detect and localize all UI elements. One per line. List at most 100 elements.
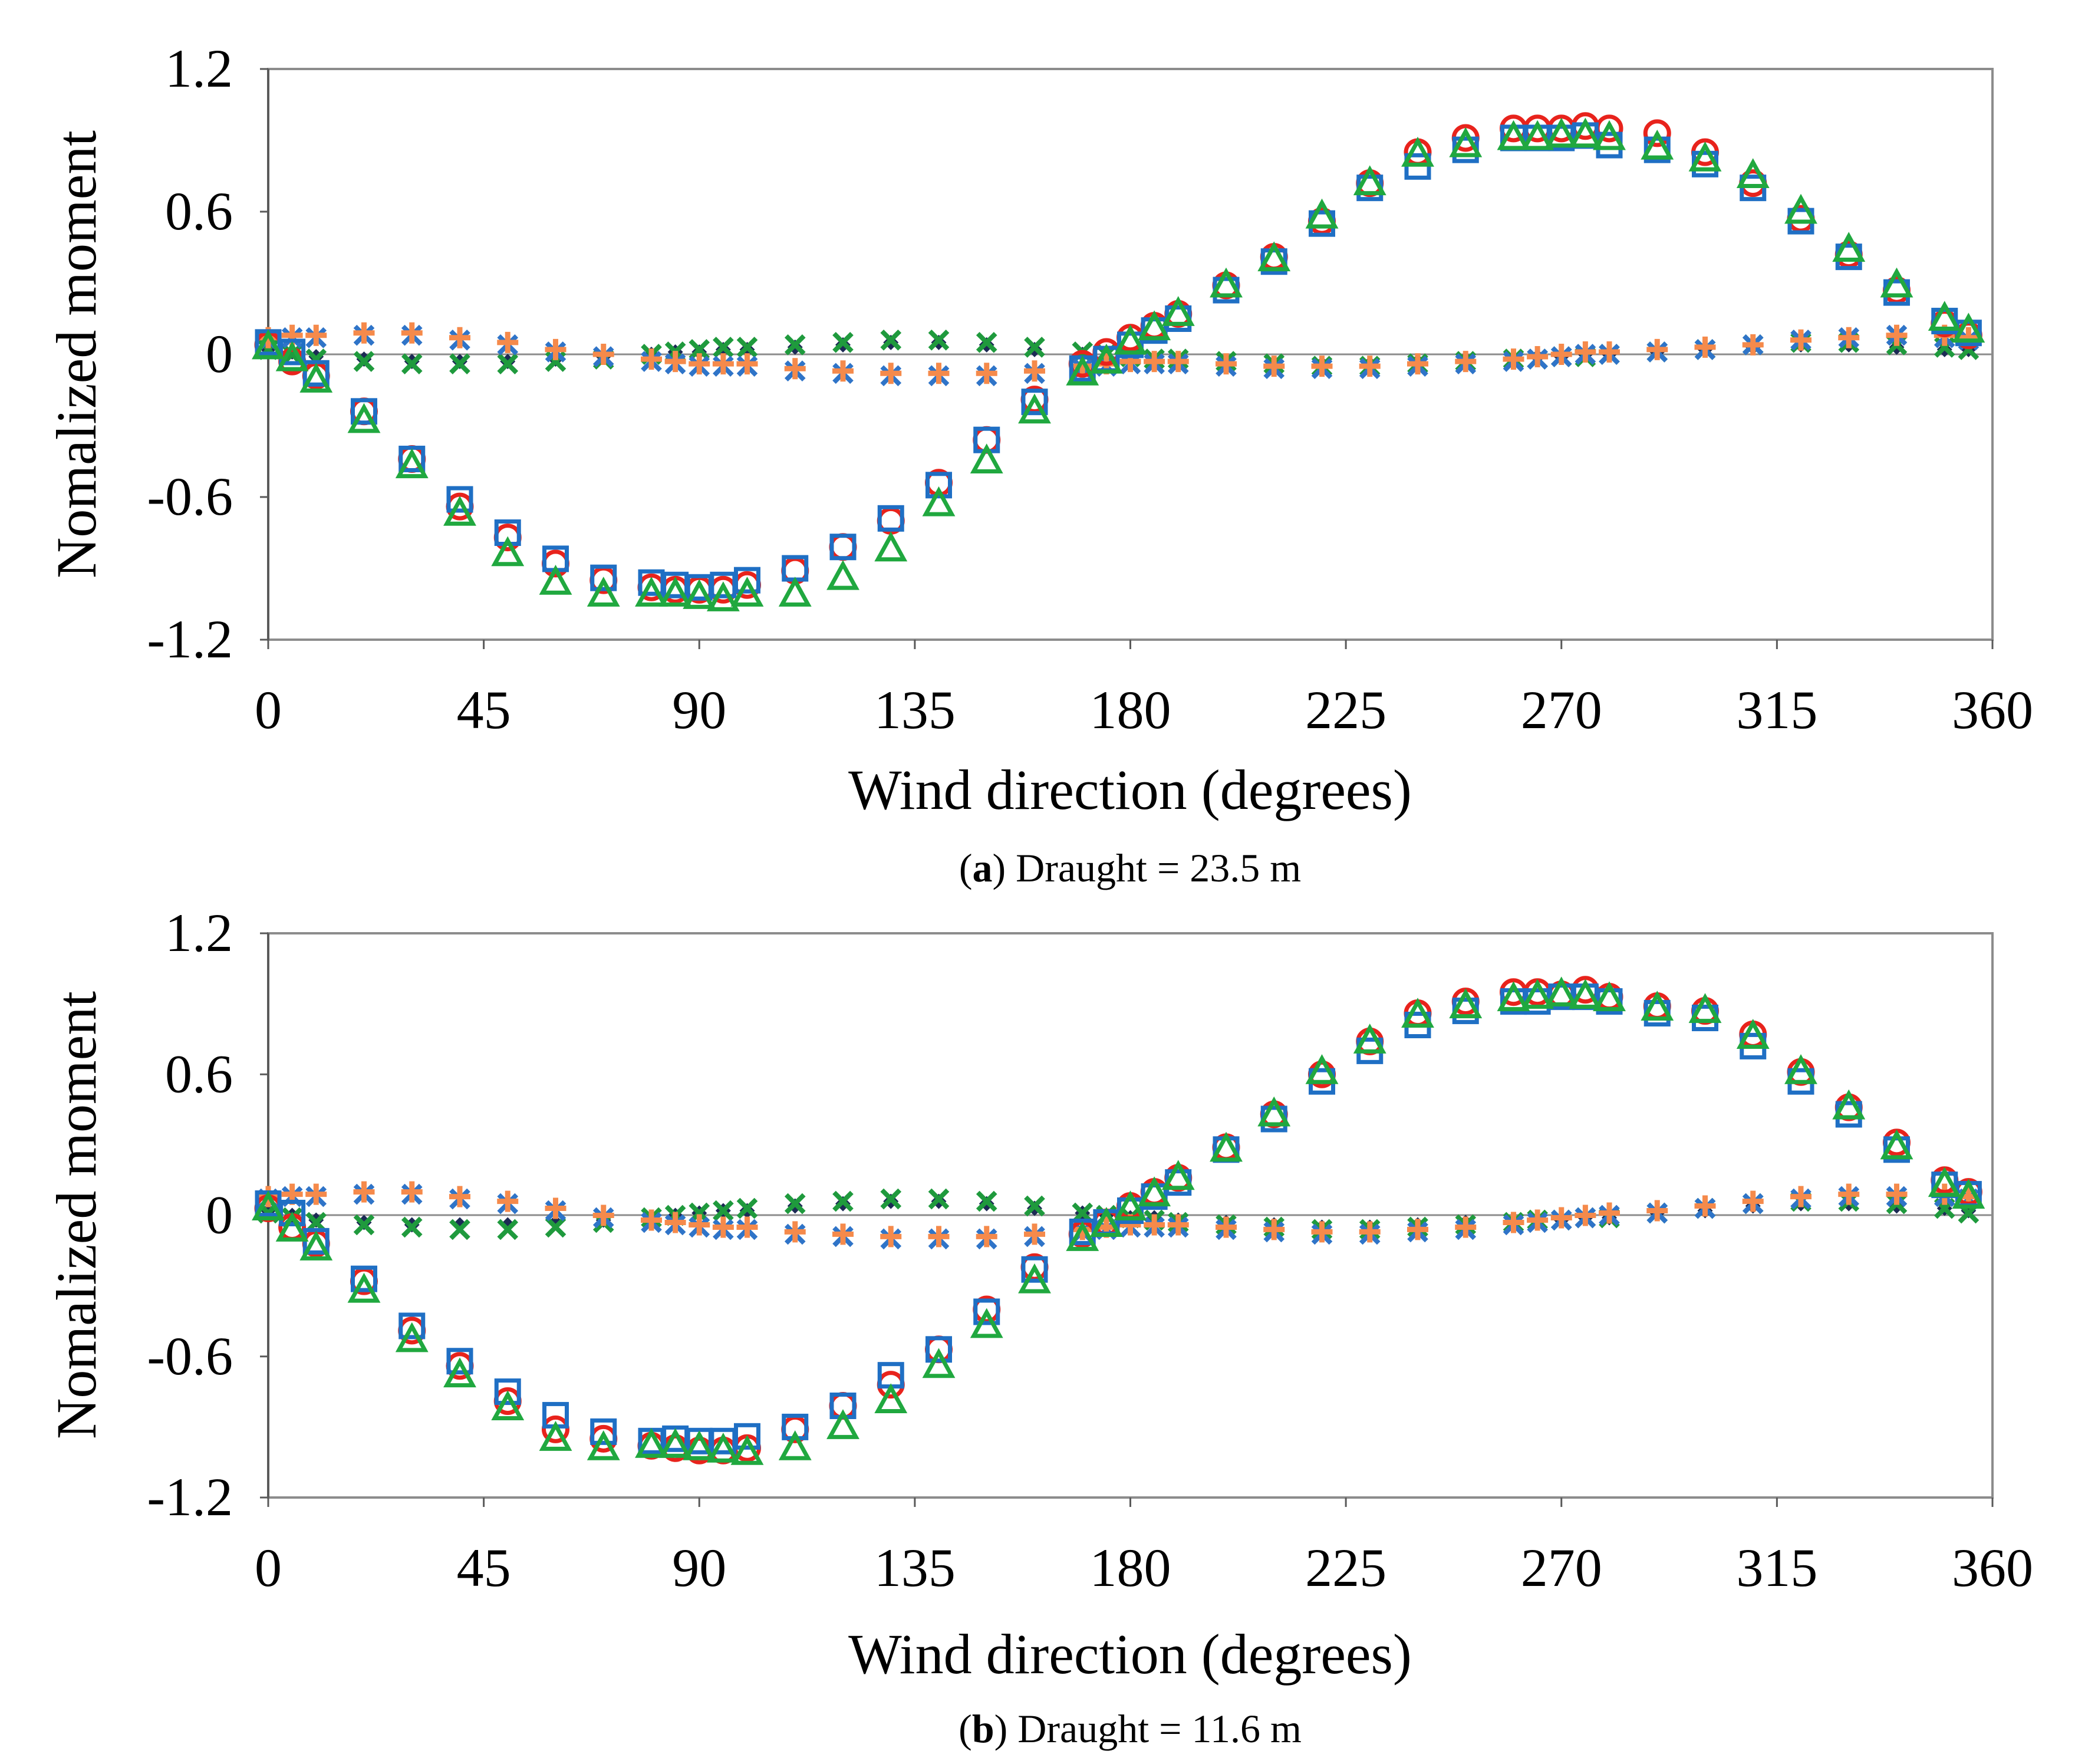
data-point-triangle	[1784, 193, 1817, 224]
data-point-plus	[1455, 1216, 1477, 1238]
data-point-square	[351, 1265, 377, 1292]
data-point-square	[302, 360, 330, 387]
data-point-triangle	[491, 536, 525, 567]
x-tick-label: 225	[1305, 1538, 1386, 1598]
data-point-plus	[1599, 1202, 1620, 1224]
x-tick-label: 135	[874, 680, 956, 740]
data-point-triangle	[587, 577, 620, 607]
data-point-plus	[1407, 353, 1428, 375]
data-point-plus	[1311, 356, 1333, 377]
x-tick-label: 180	[1090, 680, 1171, 740]
data-point-triangle	[1569, 117, 1602, 148]
data-point-plus	[1575, 341, 1596, 363]
data-point-plus	[401, 1181, 423, 1203]
data-point-triangle	[395, 1322, 429, 1352]
data-point-plus	[1742, 334, 1764, 356]
data-point-x	[736, 1197, 758, 1219]
data-point-square	[279, 338, 306, 366]
data-point-plus	[1527, 1209, 1549, 1231]
data-point-plus	[1263, 1219, 1285, 1240]
data-point-triangle	[1018, 393, 1051, 424]
y-tick-label: 1.2	[165, 38, 233, 98]
data-point-x	[784, 1193, 806, 1215]
data-point-square	[1021, 1256, 1048, 1283]
data-point-plus	[1742, 1190, 1764, 1212]
data-point-plus	[1503, 348, 1524, 370]
data-point-x	[401, 353, 423, 374]
data-point-triangle	[1641, 129, 1674, 160]
data-point-plus	[592, 344, 614, 365]
data-point-triangle	[1138, 310, 1171, 341]
data-point-triangle	[1736, 158, 1770, 188]
data-point-triangle	[1018, 1263, 1051, 1294]
data-point-triangle	[299, 363, 333, 393]
data-point-square	[446, 1348, 473, 1375]
data-point-square	[734, 567, 760, 594]
data-point-square	[1021, 389, 1048, 416]
data-point-x	[497, 1219, 519, 1240]
data-points	[252, 976, 1985, 1465]
data-point-plus	[712, 1216, 734, 1238]
data-point-x	[928, 1188, 950, 1210]
data-point-triangle	[1449, 127, 1483, 157]
data-point-square	[279, 1200, 306, 1227]
x-axis-title: Wind direction (degrees)	[848, 1623, 1412, 1686]
data-point-plus	[689, 1214, 710, 1236]
series-plus	[258, 1181, 1980, 1248]
data-point-x	[928, 329, 950, 351]
series-triangle	[252, 976, 1985, 1465]
x-tick-label: 225	[1305, 680, 1386, 740]
data-point-plus	[1263, 356, 1285, 377]
data-point-plus	[736, 1216, 758, 1238]
data-point-x	[880, 329, 902, 351]
data-point-triangle	[1593, 981, 1626, 1012]
data-point-triangle	[275, 1212, 309, 1242]
y-tick-label: -0.6	[147, 1326, 233, 1386]
data-point-plus	[1359, 356, 1381, 377]
data-point-square	[1260, 248, 1287, 275]
data-point-triangle	[874, 531, 908, 562]
data-point-circle	[829, 533, 857, 561]
data-point-plus	[832, 1223, 854, 1245]
data-point-plus	[1646, 338, 1668, 360]
data-point-plus	[1550, 344, 1572, 365]
data-point-plus	[1407, 1219, 1428, 1240]
panel-caption: (b) Draught = 11.6 m	[959, 1706, 1302, 1751]
data-point-triangle	[730, 1434, 764, 1465]
data-point-x	[353, 351, 375, 372]
data-point-triangle	[1353, 165, 1386, 196]
data-point-plus	[880, 363, 902, 384]
data-point-triangle	[1928, 1167, 1961, 1197]
data-point-triangle	[1089, 343, 1123, 374]
data-point-plus	[664, 351, 686, 373]
data-point-triangle	[970, 443, 1003, 473]
data-point-plus	[1838, 327, 1860, 348]
data-point-x	[832, 332, 854, 353]
x-tick-label: 360	[1952, 680, 2033, 740]
data-point-triangle	[1497, 981, 1530, 1012]
data-point-triangle	[1641, 990, 1674, 1021]
data-point-triangle	[1832, 1089, 1866, 1120]
data-point-x	[1024, 337, 1045, 358]
data-point-plus	[1167, 1214, 1189, 1236]
data-point-plus	[1144, 351, 1165, 373]
data-point-plus	[497, 1190, 519, 1212]
data-point-triangle	[539, 1421, 572, 1451]
data-point-triangle	[1138, 1176, 1171, 1207]
data-point-plus	[976, 363, 997, 384]
y-axis-title: Nomalized moment	[45, 130, 108, 578]
caption-letter: b	[972, 1706, 994, 1751]
data-point-plus	[664, 1212, 686, 1233]
data-point-triangle	[443, 1357, 476, 1388]
data-point-plus	[1646, 1200, 1668, 1222]
data-point-triangle	[1449, 988, 1483, 1019]
data-point-plus	[1838, 1183, 1860, 1205]
data-point-square	[1643, 136, 1671, 163]
data-point-triangle	[1593, 120, 1626, 150]
data-point-plus	[1599, 341, 1620, 363]
data-point-triangle	[1210, 1131, 1243, 1162]
data-point-plus	[784, 1221, 806, 1243]
data-point-plus	[1503, 1212, 1524, 1233]
data-point-triangle	[347, 1272, 381, 1303]
y-tick-labels: 1.2 0.6 0 -0.6 -1.2	[147, 903, 268, 1527]
